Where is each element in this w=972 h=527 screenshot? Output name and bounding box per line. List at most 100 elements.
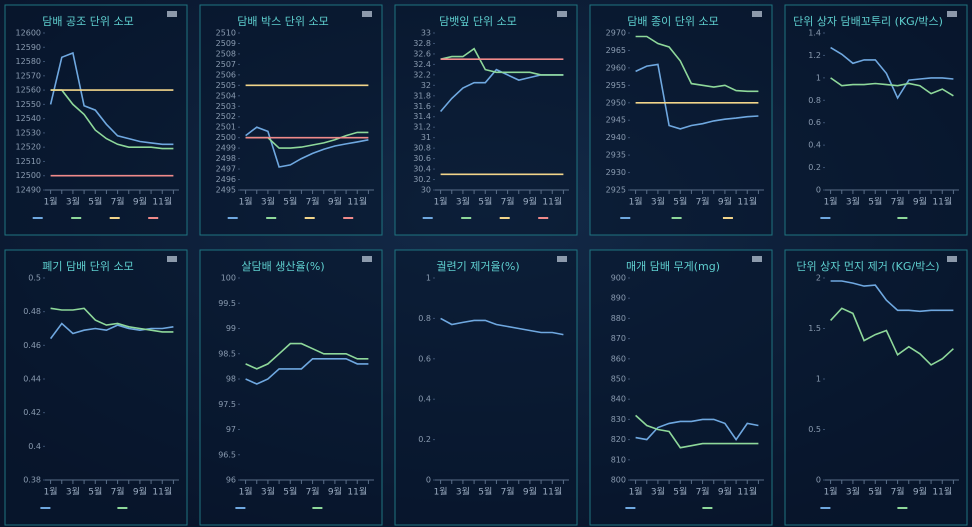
- panel: [4, 4, 188, 236]
- panel: [784, 249, 968, 526]
- y-tick-label: 99.5: [218, 299, 236, 308]
- series-line: [49, 51, 174, 146]
- y-tick-label: 2505: [216, 81, 236, 90]
- series-line: [49, 322, 174, 340]
- y-tick-label: 800: [611, 476, 626, 485]
- series-line: [635, 414, 759, 449]
- x-tick-label: 3월: [261, 196, 275, 208]
- y-tick-label: 900: [611, 274, 626, 283]
- y-tick-label: 2508: [216, 49, 236, 58]
- x-tick-label: 5월: [868, 196, 882, 208]
- y-tick-label: 850: [611, 375, 626, 384]
- y-tick-label: 32.8: [413, 39, 431, 48]
- y-tick-label: 2970: [606, 29, 626, 38]
- x-tick-label: 9월: [523, 486, 537, 498]
- y-tick-label: 0.2: [808, 163, 821, 172]
- y-tick-label: 2498: [216, 154, 236, 163]
- y-tick-label: 0.46: [23, 341, 41, 350]
- series-line: [50, 89, 174, 150]
- y-tick-label: 0.8: [418, 314, 431, 323]
- x-tick-label: 3월: [456, 196, 470, 208]
- y-tick-label: 1: [816, 375, 821, 384]
- x-tick-label: 5월: [868, 486, 882, 498]
- panel: [394, 4, 578, 236]
- series-line: [830, 77, 954, 97]
- y-tick-label: 31.8: [413, 91, 431, 100]
- y-tick-label: 31.4: [413, 112, 431, 121]
- y-tick-label: 2950: [606, 98, 626, 107]
- y-tick-label: 1.4: [808, 29, 821, 38]
- x-tick-label: 1월: [44, 196, 58, 208]
- x-tick-label: 5월: [673, 486, 687, 498]
- y-tick-label: 1.2: [808, 51, 821, 60]
- y-tick-label: 30.8: [413, 144, 431, 153]
- y-tick-label: 12600: [16, 29, 41, 38]
- x-tick-label: 1월: [629, 196, 643, 208]
- x-tick-label: 1월: [239, 196, 253, 208]
- x-tick-label: 11월: [542, 486, 562, 498]
- panel: [394, 249, 578, 526]
- y-tick-label: 2499: [216, 144, 236, 153]
- y-tick-label: 2502: [216, 112, 236, 121]
- x-tick-label: 1월: [239, 486, 253, 498]
- x-tick-label: 7월: [501, 196, 515, 208]
- y-tick-label: 99: [226, 324, 236, 333]
- chart-title: 살담배 생산율(%): [241, 260, 324, 273]
- x-tick-label: 9월: [133, 486, 147, 498]
- chart-title: 매개 담배 무게(mg): [626, 260, 720, 273]
- y-tick-label: 12550: [16, 100, 41, 109]
- y-tick-label: 30.2: [413, 175, 431, 184]
- x-tick-label: 3월: [846, 486, 860, 498]
- x-tick-label: 1월: [629, 486, 643, 498]
- x-tick-label: 7월: [306, 486, 320, 498]
- y-tick-label: 12590: [16, 43, 41, 52]
- x-tick-label: 11월: [542, 196, 562, 208]
- y-tick-label: 0.5: [808, 425, 821, 434]
- x-tick-label: 7월: [696, 486, 710, 498]
- y-tick-label: 880: [611, 314, 626, 323]
- series-line: [245, 358, 369, 385]
- y-tick-label: 1: [816, 73, 821, 82]
- x-tick-label: 3월: [651, 486, 665, 498]
- series-line: [830, 307, 954, 366]
- y-tick-label: 32: [421, 81, 431, 90]
- y-tick-label: 2955: [606, 81, 626, 90]
- y-tick-label: 2509: [216, 39, 236, 48]
- x-tick-label: 9월: [523, 196, 537, 208]
- x-tick-label: 1월: [824, 486, 838, 498]
- x-tick-label: 3월: [846, 196, 860, 208]
- y-tick-label: 12490: [16, 186, 41, 195]
- y-tick-label: 2506: [216, 70, 236, 79]
- x-tick-label: 11월: [737, 486, 757, 498]
- y-tick-label: 96.5: [218, 450, 236, 459]
- y-tick-label: 0.42: [23, 408, 41, 417]
- y-tick-label: 1.5: [808, 324, 821, 333]
- x-tick-label: 9월: [718, 486, 732, 498]
- x-tick-label: 11월: [737, 196, 757, 208]
- y-tick-label: 2500: [216, 133, 236, 142]
- y-tick-label: 98.5: [218, 349, 236, 358]
- y-tick-label: 2925: [606, 186, 626, 195]
- y-tick-label: 2503: [216, 102, 236, 111]
- y-tick-label: 810: [611, 455, 626, 464]
- chart-title: 담배 종이 단위 소모: [627, 15, 718, 28]
- y-tick-label: 12570: [16, 71, 41, 80]
- y-tick-label: 31: [421, 133, 431, 142]
- y-tick-label: 2945: [606, 116, 626, 125]
- y-tick-label: 2507: [216, 60, 236, 69]
- x-tick-label: 9월: [913, 486, 927, 498]
- panel: [199, 249, 383, 526]
- chart-title: 폐기 담배 단위 소모: [42, 260, 133, 273]
- y-tick-label: 2495: [216, 186, 236, 195]
- y-tick-label: 0.4: [418, 395, 431, 404]
- x-tick-label: 5월: [673, 196, 687, 208]
- x-tick-label: 1월: [434, 486, 448, 498]
- y-tick-label: 30.4: [413, 165, 431, 174]
- y-tick-label: 12580: [16, 57, 41, 66]
- y-tick-label: 98: [226, 375, 236, 384]
- x-tick-label: 1월: [44, 486, 58, 498]
- x-tick-label: 5월: [283, 196, 297, 208]
- x-tick-label: 7월: [891, 196, 905, 208]
- x-tick-label: 1월: [824, 196, 838, 208]
- y-tick-label: 0: [816, 186, 821, 195]
